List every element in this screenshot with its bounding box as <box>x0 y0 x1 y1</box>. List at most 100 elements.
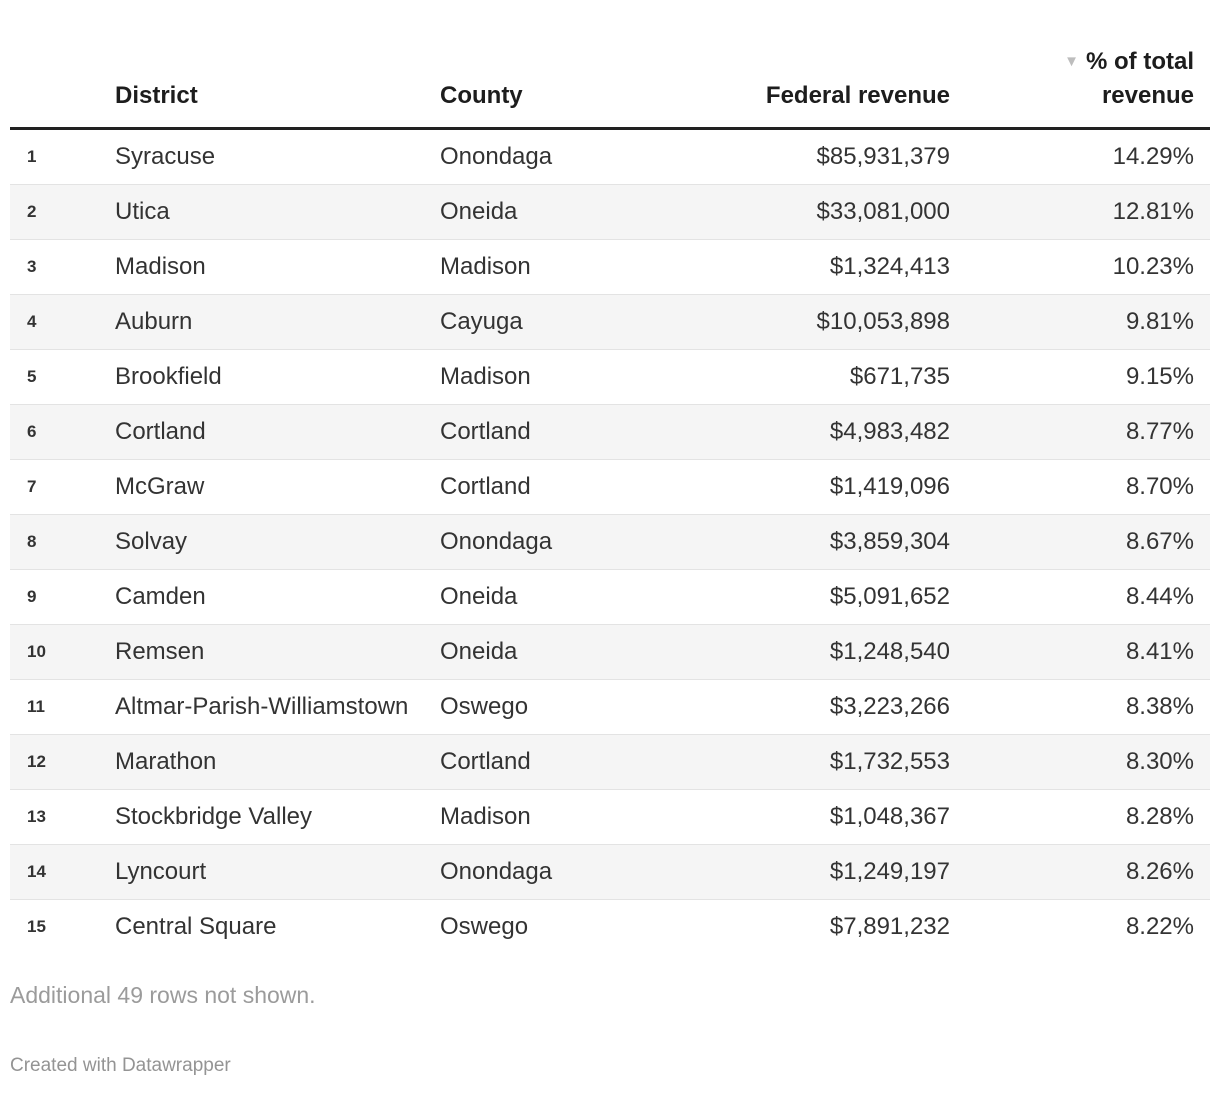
col-header-federal-revenue[interactable]: Federal revenue <box>700 0 960 130</box>
district-cell: Syracuse <box>115 143 216 170</box>
pct-of-total-cell: 8.22% <box>960 899 1210 954</box>
district-cell: Altmar-Parish-Williamstown <box>105 679 430 735</box>
pct-of-total-cell: 8.67% <box>960 514 1210 570</box>
table-row: 4 Auburn Cayuga $10,053,898 9.81% <box>10 294 1210 350</box>
table-row: 15 Central Square Oswego $7,891,232 8.22% <box>10 899 1210 954</box>
col-header-county[interactable]: County <box>430 0 700 130</box>
table-row: 13 Stockbridge Valley Madison $1,048,367 8.2… <box>10 789 1210 845</box>
county-cell: Cayuga <box>430 294 700 350</box>
table-row: 3 Madison Madison $1,324,413 10.23% <box>10 239 1210 295</box>
district-cell: Utica <box>105 184 430 240</box>
table-row: 2 Utica Oneida $33,081,000 12.81% <box>10 184 1210 240</box>
col-header-pct-of-total[interactable]: ▼ % of total revenue <box>960 0 1210 130</box>
row-number-cell: 1 <box>27 147 37 166</box>
pct-of-total-cell: 8.70% <box>960 459 1210 515</box>
row-number-cell: 5 <box>10 349 105 405</box>
county-cell: Madison <box>430 239 700 295</box>
federal-revenue-cell: $1,048,367 <box>700 789 960 845</box>
district-cell: Auburn <box>105 294 430 350</box>
pct-of-total-cell: 8.41% <box>960 624 1210 680</box>
district-cell: Solvay <box>105 514 430 570</box>
federal-revenue-cell: $3,223,266 <box>700 679 960 735</box>
pct-of-total-cell: 8.28% <box>960 789 1210 845</box>
row-number-cell: 10 <box>10 624 105 680</box>
county-cell: Onondaga <box>440 143 553 170</box>
pct-of-total-cell: 8.26% <box>960 844 1210 900</box>
county-cell: Oneida <box>430 184 700 240</box>
table-row: 12 Marathon Cortland $1,732,553 8.30% <box>10 734 1210 790</box>
county-cell: Cortland <box>430 404 700 460</box>
row-number-cell: 3 <box>10 239 105 295</box>
col-header-district[interactable]: District <box>105 0 430 130</box>
federal-revenue-cell: $1,249,197 <box>700 844 960 900</box>
pct-of-total-cell: 8.30% <box>960 734 1210 790</box>
table-row: 6 Cortland Cortland $4,983,482 8.77% <box>10 404 1210 460</box>
district-cell: McGraw <box>105 459 430 515</box>
county-cell: Cortland <box>430 459 700 515</box>
district-cell: Stockbridge Valley <box>105 789 430 845</box>
table-row: 9 Camden Oneida $5,091,652 8.44% <box>10 569 1210 625</box>
row-number-cell: 13 <box>10 789 105 845</box>
table-row: 11 Altmar-Parish-Williamstown Oswego $3,223… <box>10 679 1210 735</box>
pct-of-total-cell: 14.29% <box>1112 143 1194 170</box>
row-number-cell: 14 <box>10 844 105 900</box>
data-table: District County Federal revenue ▼ % of to… <box>10 0 1210 954</box>
district-cell: Lyncourt <box>105 844 430 900</box>
county-cell: Oneida <box>430 569 700 625</box>
district-cell: Marathon <box>105 734 430 790</box>
county-cell: Oneida <box>430 624 700 680</box>
col-header-rownum <box>10 0 105 130</box>
federal-revenue-cell: $3,859,304 <box>700 514 960 570</box>
federal-revenue-cell: $671,735 <box>700 349 960 405</box>
header-row: District County Federal revenue ▼ % of to… <box>10 0 1210 130</box>
county-cell: Cortland <box>430 734 700 790</box>
row-number-cell: 7 <box>10 459 105 515</box>
county-cell: Onondaga <box>430 844 700 900</box>
federal-revenue-cell: $33,081,000 <box>700 184 960 240</box>
row-number-cell: 2 <box>10 184 105 240</box>
pct-header-label: % of total revenue <box>1086 48 1194 109</box>
county-cell: Oswego <box>430 899 700 954</box>
attribution-link[interactable]: Created with Datawrapper <box>10 1055 231 1076</box>
table-row: 14 Lyncourt Onondaga $1,249,197 8.26% <box>10 844 1210 900</box>
table-row: 10 Remsen Oneida $1,248,540 8.41% <box>10 624 1210 680</box>
pct-header-text: ▼ % of total revenue <box>1034 46 1194 111</box>
row-number-cell: 6 <box>10 404 105 460</box>
pct-of-total-cell: 12.81% <box>960 184 1210 240</box>
table-row: 5 Brookfield Madison $671,735 9.15% <box>10 349 1210 405</box>
county-cell: Onondaga <box>430 514 700 570</box>
pct-of-total-cell: 8.38% <box>960 679 1210 735</box>
district-cell: Central Square <box>105 899 430 954</box>
federal-revenue-cell: $7,891,232 <box>700 899 960 954</box>
federal-revenue-cell: $5,091,652 <box>700 569 960 625</box>
pct-of-total-cell: 10.23% <box>960 239 1210 295</box>
district-cell: Cortland <box>105 404 430 460</box>
pct-of-total-cell: 9.15% <box>960 349 1210 405</box>
table-row: 1 Syracuse Onondaga $85,931,379 14.29% <box>10 129 1210 185</box>
sort-desc-icon: ▼ <box>1064 53 1079 70</box>
row-number-cell: 9 <box>10 569 105 625</box>
district-cell: Camden <box>105 569 430 625</box>
district-cell: Madison <box>105 239 430 295</box>
pct-of-total-cell: 9.81% <box>960 294 1210 350</box>
federal-revenue-cell: $85,931,379 <box>816 143 950 170</box>
federal-revenue-cell: $4,983,482 <box>700 404 960 460</box>
federal-revenue-cell: $1,732,553 <box>700 734 960 790</box>
county-cell: Madison <box>430 789 700 845</box>
row-number-cell: 4 <box>10 294 105 350</box>
pct-of-total-cell: 8.77% <box>960 404 1210 460</box>
rows-note: Additional 49 rows not shown. <box>10 982 316 1008</box>
row-number-cell: 12 <box>10 734 105 790</box>
table-row: 8 Solvay Onondaga $3,859,304 8.67% <box>10 514 1210 570</box>
county-cell: Oswego <box>430 679 700 735</box>
table-body: 1 Syracuse Onondaga $85,931,379 14.29% 2 Utica… <box>10 129 1210 954</box>
federal-revenue-cell: $10,053,898 <box>700 294 960 350</box>
pct-of-total-cell: 8.44% <box>960 569 1210 625</box>
district-cell: Remsen <box>105 624 430 680</box>
federal-revenue-cell: $1,324,413 <box>700 239 960 295</box>
datawrapper-table-widget: District County Federal revenue ▼ % of to… <box>10 0 1210 1076</box>
federal-revenue-cell: $1,248,540 <box>700 624 960 680</box>
row-number-cell: 15 <box>10 899 105 954</box>
row-number-cell: 11 <box>10 679 105 735</box>
federal-revenue-cell: $1,419,096 <box>700 459 960 515</box>
